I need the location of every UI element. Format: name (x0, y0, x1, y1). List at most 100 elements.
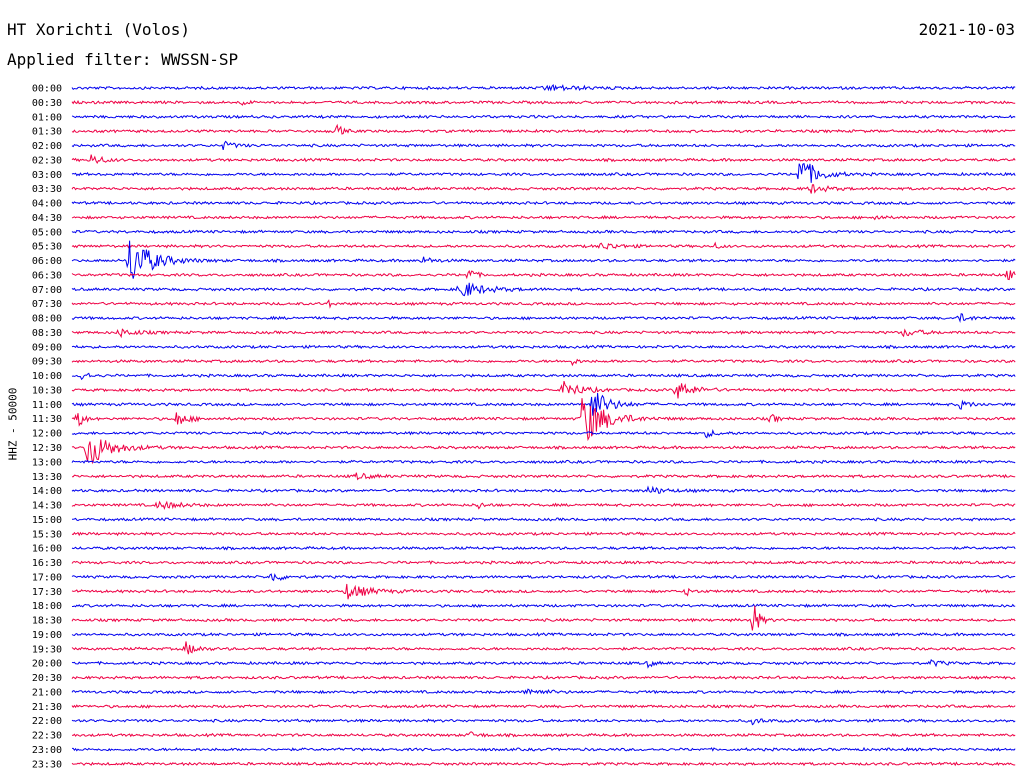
trace-line (71, 282, 1016, 297)
time-tick-label: 18:30 (32, 616, 62, 627)
trace-line (71, 439, 1016, 465)
time-tick-label: 08:30 (32, 328, 62, 339)
time-tick-label: 00:00 (32, 84, 62, 95)
time-tick-label: 12:00 (32, 429, 62, 440)
trace-line (71, 372, 1016, 381)
time-tick-label: 01:30 (32, 127, 62, 138)
time-tick-label: 23:30 (32, 759, 62, 770)
trace-line (71, 241, 1016, 250)
trace-line (71, 229, 1016, 235)
time-tick-label: 03:00 (32, 170, 62, 181)
trace-line (71, 675, 1016, 680)
trace-line (71, 605, 1016, 631)
trace-line (71, 240, 1016, 279)
time-tick-label: 02:30 (32, 155, 62, 166)
time-tick-label: 06:30 (32, 270, 62, 281)
time-tick-label: 10:30 (32, 385, 62, 396)
time-tick-label: 20:30 (32, 673, 62, 684)
time-tick-label: 11:30 (32, 414, 62, 425)
trace-line (71, 560, 1016, 565)
trace-line (72, 472, 1016, 481)
time-tick-label: 19:30 (32, 644, 62, 655)
trace-line (71, 184, 1016, 194)
trace-line (71, 731, 1016, 738)
time-tick-label: 22:30 (32, 731, 62, 742)
time-tick-label: 17:30 (32, 587, 62, 598)
time-tick-label: 14:30 (32, 501, 62, 512)
trace-line (71, 545, 1016, 551)
plot-date: 2021-10-03 (918, 20, 1015, 39)
trace-line (71, 632, 1016, 637)
trace-line (71, 123, 1016, 135)
trace-line (71, 299, 1016, 309)
time-tick-label: 20:00 (32, 659, 62, 670)
trace-line (71, 99, 1016, 106)
time-tick-label: 04:00 (32, 199, 62, 210)
trace-line (71, 398, 1016, 442)
time-tick-label: 02:00 (32, 141, 62, 152)
trace-line (71, 114, 1016, 119)
time-tick-label: 22:00 (32, 716, 62, 727)
time-tick-label: 05:30 (32, 242, 62, 253)
trace-line (71, 358, 1016, 367)
time-tick-label: 04:30 (32, 213, 62, 224)
trace-line (71, 162, 1016, 183)
time-tick-label: 21:30 (32, 702, 62, 713)
trace-line (71, 328, 1016, 339)
trace-line (71, 269, 1016, 281)
time-tick-label: 07:00 (32, 285, 62, 296)
time-tick-label: 13:30 (32, 472, 62, 483)
trace-line (71, 200, 1016, 206)
time-tick-label: 05:00 (32, 227, 62, 238)
time-tick-label: 14:00 (32, 486, 62, 497)
time-tick-label: 19:00 (32, 630, 62, 641)
trace-line (72, 516, 1016, 522)
time-tick-label: 21:00 (32, 687, 62, 698)
trace-line (71, 344, 1016, 350)
trace-line (71, 313, 1016, 324)
time-tick-label: 13:00 (32, 457, 62, 468)
time-tick-label: 09:00 (32, 342, 62, 353)
plot-title: HT Xorichti (Volos) (7, 20, 191, 39)
trace-line (71, 140, 1016, 151)
trace-line (71, 380, 1016, 399)
trace-line (71, 485, 1016, 494)
trace-line (71, 583, 1016, 600)
trace-line (71, 392, 1016, 416)
trace-line (71, 703, 1016, 709)
time-tick-label: 15:00 (32, 515, 62, 526)
time-tick-label: 16:00 (32, 544, 62, 555)
time-tick-label: 16:30 (32, 558, 62, 569)
trace-line (71, 573, 1016, 582)
time-tick-label: 07:30 (32, 299, 62, 310)
time-tick-label: 08:00 (32, 314, 62, 325)
trace-line (71, 214, 1016, 221)
trace-line (71, 531, 1016, 537)
filter-label: Applied filter: WWSSN-SP (7, 50, 239, 69)
trace-line (71, 154, 1016, 165)
trace-line (71, 83, 1016, 92)
trace-line (71, 500, 1016, 511)
trace-line (71, 428, 1016, 439)
trace-line (71, 459, 1016, 465)
time-tick-label: 01:00 (32, 112, 62, 123)
time-tick-label: 23:00 (32, 745, 62, 756)
time-tick-label: 06:00 (32, 256, 62, 267)
trace-line (71, 718, 1016, 726)
trace-line (72, 746, 1016, 752)
time-tick-label: 17:00 (32, 572, 62, 583)
time-tick-label: 12:30 (32, 443, 62, 454)
trace-line (71, 761, 1016, 767)
time-tick-label: 18:00 (32, 601, 62, 612)
trace-line (71, 688, 1016, 696)
trace-line (71, 641, 1016, 655)
time-tick-label: 10:00 (32, 371, 62, 382)
time-tick-label: 09:30 (32, 357, 62, 368)
time-tick-label: 00:30 (32, 98, 62, 109)
time-tick-label: 15:30 (32, 529, 62, 540)
trace-line (71, 658, 1016, 669)
time-tick-label: 03:30 (32, 184, 62, 195)
time-tick-label: 11:00 (32, 400, 62, 411)
trace-line (72, 603, 1016, 609)
